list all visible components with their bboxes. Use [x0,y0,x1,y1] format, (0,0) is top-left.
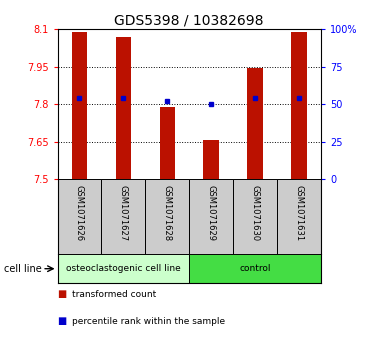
Text: GSM1071629: GSM1071629 [207,185,216,241]
Bar [160,107,175,179]
Text: control: control [239,264,271,273]
FancyBboxPatch shape [233,179,277,254]
Bar [291,32,307,179]
Bar [247,68,263,179]
FancyBboxPatch shape [101,179,145,254]
FancyBboxPatch shape [189,179,233,254]
Text: percentile rank within the sample: percentile rank within the sample [72,317,226,326]
Bar [116,37,131,179]
FancyBboxPatch shape [58,179,101,254]
Text: osteoclastogenic cell line: osteoclastogenic cell line [66,264,181,273]
Bar [72,32,87,179]
Text: GSM1071626: GSM1071626 [75,185,84,241]
FancyBboxPatch shape [58,254,189,283]
Text: ■: ■ [58,289,67,299]
Text: GSM1071630: GSM1071630 [250,185,260,241]
Text: cell line: cell line [4,264,42,274]
Bar [203,140,219,179]
Title: GDS5398 / 10382698: GDS5398 / 10382698 [115,14,264,28]
Text: GSM1071627: GSM1071627 [119,185,128,241]
Text: transformed count: transformed count [72,290,157,298]
Text: GSM1071628: GSM1071628 [163,185,172,241]
FancyBboxPatch shape [277,179,321,254]
Text: ■: ■ [58,316,67,326]
Text: GSM1071631: GSM1071631 [295,185,303,241]
FancyBboxPatch shape [189,254,321,283]
FancyBboxPatch shape [145,179,189,254]
